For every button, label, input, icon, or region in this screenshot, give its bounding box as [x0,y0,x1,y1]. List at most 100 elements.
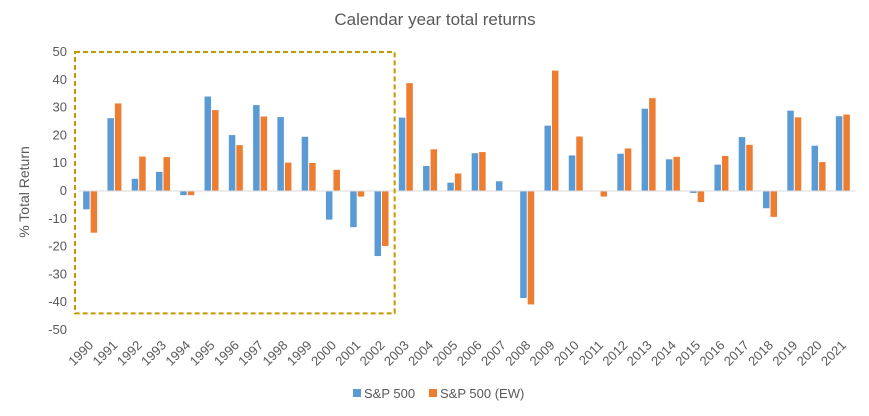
bar-sp500 [665,159,673,191]
x-tick-label: 2015 [672,338,703,369]
bar-sp500-ew [284,162,292,191]
x-tick-label: 2005 [429,338,460,369]
y-tick-label: 50 [53,44,67,59]
y-tick-label: 10 [53,155,67,170]
x-tick-label: 1995 [187,338,218,369]
bar-sp500 [350,191,357,228]
bar-sp500 [423,165,430,191]
x-tick-label: 2021 [818,338,849,369]
bar-sp500 [495,181,503,191]
x-tick-label: 1991 [89,338,120,369]
x-tick-label: 2007 [478,338,509,369]
bar-sp500 [228,135,236,191]
bar-sp500-ew [551,70,559,191]
bar-sp500 [325,191,333,220]
bar-sp500-ew [139,156,146,191]
y-tick-label: -30 [48,266,67,281]
bar-sp500-ew [819,162,826,191]
bar-sp500 [83,191,90,210]
bar-sp500-ew [697,191,705,203]
bar-sp500-ew [430,149,438,191]
x-tick-label: 2006 [454,338,485,369]
bars-group [83,70,850,305]
bar-sp500 [155,171,163,191]
highlight-box [74,51,396,315]
x-tick-label: 1997 [235,338,266,369]
bar-sp500 [520,191,527,299]
bar-sp500 [180,191,187,196]
bar-sp500 [398,117,406,191]
bar-sp500-ew [90,191,98,233]
bar-sp500-ew [843,114,850,191]
bar-sp500 [471,153,479,191]
x-tick-label: 2003 [381,338,412,369]
x-tick-label: 2009 [527,338,558,369]
legend-label: S&P 500 [364,386,415,401]
y-tick-label: -10 [48,211,67,226]
bar-sp500-ew [527,191,535,305]
bar-sp500 [690,191,697,193]
bar-sp500 [714,164,721,191]
y-tick-label: 30 [53,100,67,115]
x-tick-label: 1992 [114,338,145,369]
bar-sp500 [617,153,624,191]
bar-sp500 [107,118,114,191]
bar-sp500-ew [770,191,778,217]
x-tick-label: 2014 [648,338,679,369]
bar-sp500-ew [673,156,680,191]
y-tick-label: 20 [53,127,67,142]
x-tick-label: 2001 [332,338,363,369]
legend: S&P 500 S&P 500 (EW) [353,386,524,401]
bar-sp500 [641,108,649,191]
x-tick-label: 2010 [551,338,582,369]
bar-sp500-ew [260,116,268,191]
chart-title: Calendar year total returns [334,10,535,29]
bar-sp500 [835,116,843,191]
x-tick-label: 1998 [259,338,290,369]
bar-sp500-ew [794,117,802,191]
bar-sp500 [738,137,746,191]
bar-sp500 [544,125,551,191]
bar-sp500-ew [357,191,365,197]
bar-sp500-ew [382,191,389,247]
legend-swatch [429,389,437,397]
bar-sp500-ew [576,136,583,191]
bar-sp500 [301,136,309,191]
bar-sp500-ew [624,148,632,191]
bar-sp500-ew [309,162,316,191]
bar-sp500-ew [600,191,608,197]
bar-sp500-ew [187,191,195,196]
bar-sp500-ew [212,110,219,191]
bar-sp500 [811,145,819,191]
bar-sp500 [568,155,576,191]
y-axis-title: % Total Return [16,146,32,238]
bar-sp500 [131,178,139,191]
bar-sp500-ew [333,169,340,191]
bar-sp500-ew [236,145,243,191]
legend-swatch [353,389,361,397]
bar-sp500 [787,110,794,191]
y-tick-label: -20 [48,239,67,254]
x-tick-label: 1990 [65,338,96,369]
bar-sp500-ew [454,173,462,191]
x-tick-label: 2018 [745,338,776,369]
bar-sp500 [277,117,284,191]
legend-label: S&P 500 (EW) [440,386,524,401]
x-tick-label: 2002 [357,338,388,369]
x-tick-label: 2012 [599,338,630,369]
x-tick-label: 2013 [624,338,655,369]
x-tick-label: 1994 [162,338,193,369]
bar-sp500 [204,96,212,191]
x-tick-label: 2000 [308,338,339,369]
bar-sp500-ew [721,155,729,191]
x-tick-label: 1993 [138,338,169,369]
bar-sp500-ew [114,103,122,191]
x-tick-label: 2004 [405,338,436,369]
x-tick-label: 2020 [794,338,825,369]
y-axis-ticks: 50 40 30 20 10 0 -10 -20 -30 -40 -50 [48,44,67,337]
x-tick-label: 2008 [502,338,533,369]
bar-sp500-ew [746,144,753,191]
x-tick-label: 2019 [769,338,800,369]
